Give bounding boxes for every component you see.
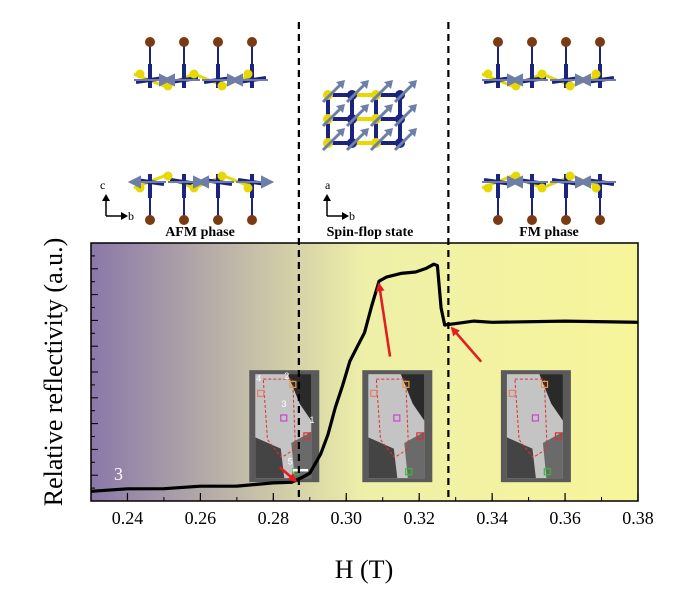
x-tick-label: 0.28 [258, 508, 290, 528]
sample-image-inset: 1 2 3 4 5 [249, 370, 320, 483]
x-tick-label: 0.30 [331, 508, 363, 528]
coord-axes-ab: a b [323, 178, 355, 223]
sample-images: 1 2 3 4 5 [249, 370, 571, 483]
sample-image-inset [500, 370, 571, 483]
x-tick-label: 0.24 [112, 508, 144, 528]
coord-axes-cb: c b [100, 178, 134, 223]
spin-flop-lattice [321, 80, 417, 152]
crystal-layer [133, 37, 268, 91]
pointer-arrow [450, 326, 483, 363]
coord-b-label: b [128, 209, 134, 223]
coord-c-label: c [100, 178, 105, 192]
x-tick-label: 0.32 [403, 508, 435, 528]
arrows [279, 282, 483, 483]
inset-number-label: 3 [281, 399, 286, 409]
inset-number-label: 1 [309, 415, 314, 425]
y-axis-label: Relative reflectivity (a.u.) [39, 238, 68, 507]
x-tick-label: 0.34 [476, 508, 508, 528]
pointer-arrow [375, 282, 392, 357]
inset-number-label: 4 [256, 373, 261, 383]
crystal-layer [481, 171, 616, 225]
coord-b2-label: b [349, 209, 355, 223]
phase-label-afm: AFM phase [165, 225, 235, 240]
crystal-layer [481, 37, 616, 91]
reflectivity-line [90, 262, 639, 493]
pointer-arrow [279, 466, 298, 483]
axis-ticks: 0.24 0.26 0.28 0.30 0.32 0.34 0.36 0.38 [90, 242, 654, 528]
phase-label-fm: FM phase [519, 225, 579, 240]
x-tick-label: 0.26 [185, 508, 217, 528]
x-tick-label: 0.38 [622, 508, 654, 528]
phase-label-spin-flop: Spin-flop state [327, 225, 414, 240]
crystal-layer [127, 171, 275, 225]
inset-number-label: 5 [288, 456, 293, 466]
reflectivity-curve [90, 262, 639, 493]
x-axis-label: H (T) [335, 555, 393, 584]
x-tick-label: 0.36 [549, 508, 581, 528]
crystal-structures [127, 37, 616, 225]
phase-boundaries [297, 22, 450, 501]
panel-number: 3 [114, 464, 123, 484]
sample-image-inset [362, 370, 433, 483]
coord-a-label: a [325, 178, 331, 192]
inset-number-label: 2 [284, 371, 289, 381]
